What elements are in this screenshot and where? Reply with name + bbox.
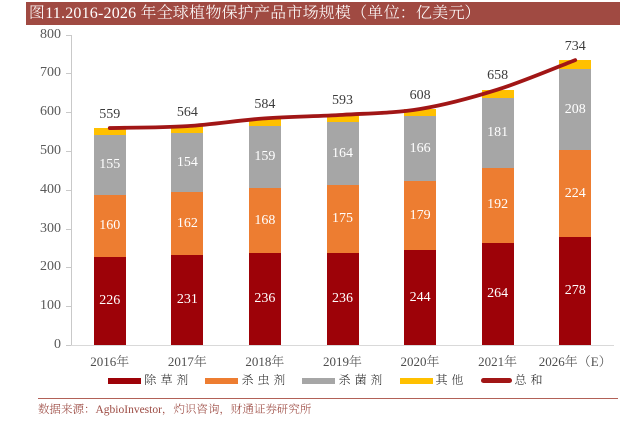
- y-tick-mark: [66, 267, 71, 269]
- bar-value-label: 264: [487, 285, 509, 301]
- bar-segment: [93, 128, 126, 136]
- y-tick-mark: [66, 150, 71, 152]
- total-value-label: 734: [564, 38, 586, 54]
- chart-title: 图11.2016-2026 年全球植物保护产品市场规模（单位：亿美元）: [26, 2, 620, 25]
- legend-label: 除草剂: [144, 373, 193, 387]
- x-axis-line: [71, 345, 614, 346]
- bar-segment: [93, 195, 126, 258]
- bar-value-label: 278: [564, 283, 586, 299]
- y-tick-mark: [66, 34, 71, 36]
- y-tick-mark: [66, 228, 71, 230]
- x-axis-label: 2021年: [478, 353, 518, 369]
- x-axis-label: 2016年: [90, 353, 130, 369]
- bar-value-label: 236: [254, 291, 276, 307]
- y-tick-label: 200: [40, 259, 61, 275]
- bar-value-label: 224: [564, 185, 586, 201]
- bar-value-label: 166: [409, 140, 431, 156]
- legend-item: 总和: [480, 373, 547, 388]
- total-value-label: 658: [487, 68, 509, 84]
- bar-segment: [404, 250, 437, 345]
- bar-segment: [171, 255, 204, 345]
- bar-value-label: 231: [176, 292, 198, 308]
- legend-bar-swatch: [205, 377, 239, 384]
- bar-segment: [404, 180, 437, 251]
- x-axis-label: 2020年: [400, 353, 440, 369]
- bar-segment: [326, 185, 359, 254]
- bar-segment: [481, 242, 514, 345]
- bar-value-label: 179: [409, 207, 431, 223]
- bar-value-label: 168: [254, 212, 276, 228]
- y-tick-mark: [66, 345, 71, 346]
- x-axis-label: 2017年: [167, 353, 207, 369]
- bar-segment: [93, 135, 126, 196]
- y-tick-label: 600: [40, 104, 61, 120]
- bar-value-label: 192: [487, 197, 509, 213]
- bar-value-label: 175: [332, 211, 353, 227]
- legend-bar-swatch: [302, 377, 336, 384]
- legend-label: 其他: [435, 373, 468, 387]
- y-tick-label: 400: [40, 181, 61, 197]
- legend-label: 总和: [514, 373, 547, 387]
- legend-bar-swatch: [108, 377, 142, 384]
- y-tick-mark: [66, 73, 71, 75]
- bar-value-label: 162: [176, 215, 198, 231]
- legend-item: 除草剂: [108, 373, 192, 388]
- y-tick-label: 100: [40, 298, 61, 314]
- legend-label: 杀菌剂: [338, 373, 387, 387]
- bar-value-label: 164: [332, 145, 353, 161]
- bar-value-label: 244: [409, 289, 431, 305]
- y-tick-label: 500: [40, 142, 61, 158]
- legend-item: 其他: [399, 373, 468, 388]
- bar-segment: [248, 253, 281, 345]
- y-tick-mark: [66, 189, 71, 191]
- y-tick-mark: [66, 112, 71, 114]
- legend-line-swatch: [480, 378, 512, 383]
- bar-value-label: 154: [176, 154, 198, 170]
- y-tick-label: 800: [40, 26, 61, 42]
- bar-segment: [248, 188, 281, 254]
- source-note: 数据来源：AgbioInvestor，灼识咨询，财通证券研究所: [38, 404, 312, 416]
- y-axis-line: [71, 34, 72, 345]
- bar-segment: [559, 150, 592, 238]
- legend-item: 杀菌剂: [302, 373, 386, 388]
- bar-value-label: 155: [99, 157, 121, 173]
- total-value-label: 559: [99, 106, 121, 122]
- y-tick-mark: [66, 306, 71, 308]
- bar-value-label: 236: [332, 291, 353, 307]
- bar-segment: [481, 168, 514, 243]
- x-axis-label: 2026年（E）: [538, 353, 612, 369]
- legend-bar-swatch: [399, 377, 433, 384]
- total-value-label: 564: [176, 104, 198, 120]
- bar-segment: [93, 257, 126, 345]
- bar-value-label: 159: [254, 149, 276, 165]
- legend: 除草剂 杀虫剂 杀菌剂 其他 总和: [30, 372, 624, 389]
- total-value-label: 608: [409, 87, 431, 103]
- y-tick-label: 700: [40, 65, 61, 81]
- y-tick-label: 0: [54, 337, 61, 352]
- bar-segment: [248, 126, 281, 189]
- source-divider: [38, 398, 618, 399]
- bar-segment: [171, 132, 204, 193]
- total-value-label: 584: [254, 96, 276, 112]
- legend-item: 杀虫剂: [205, 373, 289, 388]
- x-axis-label: 2019年: [322, 353, 362, 369]
- bar-segment: [559, 237, 592, 345]
- y-tick-label: 300: [40, 220, 61, 236]
- bar-value-label: 160: [99, 218, 121, 234]
- bar-value-label: 226: [99, 293, 121, 309]
- total-value-label: 593: [332, 93, 353, 109]
- bar-segment: [326, 253, 359, 345]
- x-axis-label: 2018年: [245, 353, 285, 369]
- bar-segment: [171, 192, 204, 256]
- legend-label: 杀虫剂: [241, 373, 290, 387]
- bar-segment: [326, 121, 359, 186]
